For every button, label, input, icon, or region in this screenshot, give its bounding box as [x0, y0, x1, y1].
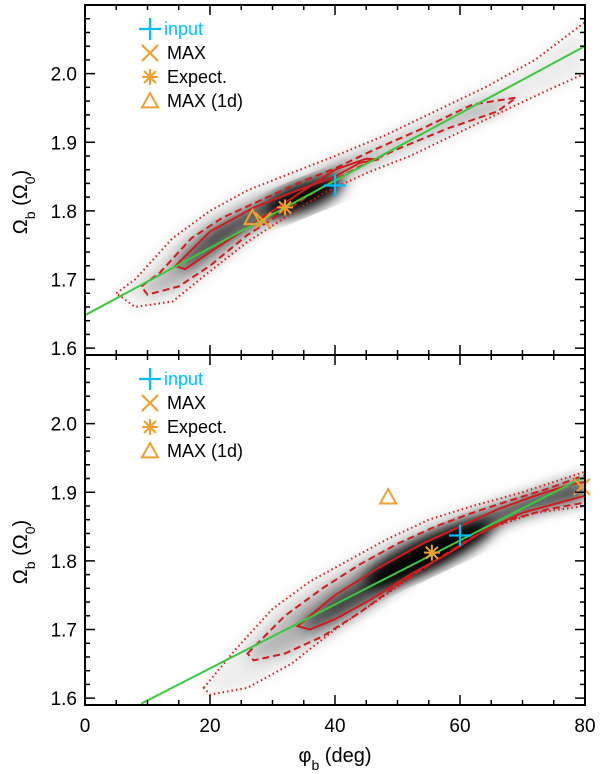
legend-x-icon [141, 394, 159, 412]
y-tick-label: 1.6 [51, 689, 77, 710]
legend-label: input [164, 369, 203, 389]
legend-item-input: input [139, 18, 203, 40]
y-tick-label: 1.7 [51, 271, 77, 292]
x-tick-label: 60 [449, 716, 470, 737]
y-tick-label: 1.7 [51, 621, 77, 642]
fit-line-bottom [140, 475, 585, 705]
legend-label: MAX (1d) [167, 441, 243, 461]
legend-plus-icon [139, 18, 161, 40]
x-tick-label: 20 [199, 716, 220, 737]
contours-bottom [202, 470, 585, 696]
panel-top: 1.6 1.7 1.8 1.9 2.0 Ωb (Ω0) input MAX Expect. MA… [10, 4, 586, 360]
legend-triangle-icon [140, 440, 160, 459]
expect-marker [277, 199, 293, 216]
legend-asterisk-icon [142, 69, 158, 85]
legend-label: Expect. [167, 417, 227, 437]
legend-label: MAX (1d) [167, 91, 243, 111]
density-layer-inner [175, 158, 379, 270]
max-1d-marker [378, 486, 398, 505]
y-tick-label: 1.9 [51, 133, 77, 154]
legend-top: input MAX Expect. MAX (1d) [139, 18, 243, 111]
points-top [242, 174, 346, 230]
legend-item-expect: Expect. [142, 417, 227, 437]
expect-marker [423, 544, 440, 561]
legend-label: MAX [167, 393, 206, 413]
x-axis-title: φb (deg) [298, 745, 371, 773]
x-tick-label: 80 [574, 716, 595, 737]
contour-3sigma [202, 470, 585, 696]
contour-2sigma [246, 474, 585, 662]
x-tick-label: 0 [80, 716, 91, 737]
contour-2sigma [139, 96, 517, 296]
fit-line [140, 475, 585, 705]
y-tick-label: 2.0 [51, 65, 77, 86]
y-tick-label: 1.6 [51, 339, 77, 360]
legend-item-max-1d: MAX (1d) [140, 90, 243, 111]
x-tick-label: 40 [324, 716, 345, 737]
legend-item-max: MAX [141, 43, 206, 63]
contours-top [114, 20, 585, 309]
legend-item-max-1d: MAX (1d) [140, 440, 243, 461]
y-axis-title: Ωb (Ω0) [10, 520, 38, 584]
y-tick-label: 1.8 [51, 202, 77, 223]
legend-item-expect: Expect. [142, 67, 227, 87]
legend-label: Expect. [167, 67, 227, 87]
legend-bottom: input MAX Expect. MAX (1d) [139, 368, 243, 461]
legend-plus-icon [139, 368, 161, 390]
contour-1sigma [173, 157, 379, 271]
legend-triangle-icon [140, 90, 160, 109]
legend-label: input [164, 19, 203, 39]
max-1d-marker [242, 207, 263, 226]
axes-frame-bottom: 0 20 40 60 80 φb (deg) 1.6 1.7 1.8 1.9 2.0 Ωb (Ω0) [10, 354, 596, 773]
y-axis-title: Ωb (Ω0) [10, 170, 38, 234]
axes-frame [84, 354, 586, 706]
legend-label: MAX [167, 43, 206, 63]
y-tick-label: 1.8 [51, 552, 77, 573]
y-tick-label: 1.9 [51, 483, 77, 504]
input-marker [449, 524, 471, 547]
axes-frame-top: 1.6 1.7 1.8 1.9 2.0 Ωb (Ω0) [10, 4, 586, 360]
legend-x-icon [141, 44, 159, 62]
legend-asterisk-icon [142, 419, 158, 435]
legend-item-input: input [139, 368, 203, 390]
max-marker [254, 211, 272, 230]
legend-item-max: MAX [141, 393, 206, 413]
contour-1sigma [295, 480, 585, 631]
y-tick-label: 2.0 [51, 415, 77, 436]
input-marker [324, 174, 346, 197]
